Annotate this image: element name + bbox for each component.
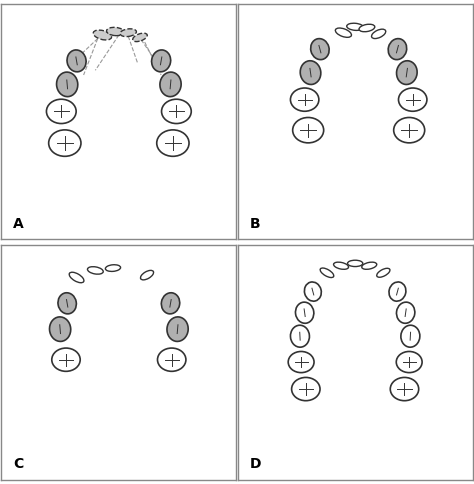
Ellipse shape [133, 33, 147, 42]
Ellipse shape [401, 325, 420, 347]
Ellipse shape [396, 302, 415, 323]
Ellipse shape [157, 348, 186, 371]
Ellipse shape [152, 50, 171, 72]
Ellipse shape [346, 23, 364, 30]
Ellipse shape [310, 39, 329, 60]
Ellipse shape [120, 29, 137, 37]
Ellipse shape [49, 130, 81, 156]
Ellipse shape [389, 282, 406, 301]
Ellipse shape [390, 378, 419, 401]
Ellipse shape [335, 28, 351, 37]
Ellipse shape [377, 268, 390, 277]
Ellipse shape [399, 88, 427, 111]
Ellipse shape [69, 272, 84, 283]
Ellipse shape [347, 260, 363, 267]
Ellipse shape [160, 72, 181, 97]
Ellipse shape [394, 118, 425, 143]
Ellipse shape [359, 24, 375, 32]
Text: D: D [249, 457, 261, 471]
Ellipse shape [320, 268, 334, 277]
Ellipse shape [291, 88, 319, 111]
Ellipse shape [388, 39, 407, 60]
Text: A: A [13, 217, 24, 231]
Ellipse shape [161, 293, 180, 314]
Ellipse shape [162, 99, 191, 123]
Ellipse shape [49, 317, 71, 341]
Ellipse shape [396, 351, 422, 373]
Text: B: B [249, 217, 260, 231]
Ellipse shape [105, 265, 120, 272]
Ellipse shape [157, 130, 189, 156]
Ellipse shape [372, 29, 386, 39]
Ellipse shape [292, 378, 320, 401]
Ellipse shape [288, 351, 314, 373]
Ellipse shape [304, 282, 321, 301]
Ellipse shape [334, 262, 348, 269]
Ellipse shape [295, 302, 314, 323]
Ellipse shape [67, 50, 86, 72]
Ellipse shape [362, 262, 377, 269]
Ellipse shape [140, 271, 154, 280]
Ellipse shape [46, 99, 76, 123]
Ellipse shape [397, 61, 417, 85]
Ellipse shape [107, 27, 124, 36]
Ellipse shape [291, 325, 310, 347]
Text: C: C [13, 457, 23, 471]
Ellipse shape [93, 30, 111, 40]
Ellipse shape [52, 348, 80, 371]
Ellipse shape [58, 293, 76, 314]
Ellipse shape [88, 267, 103, 274]
Ellipse shape [300, 61, 321, 85]
Ellipse shape [167, 317, 188, 341]
Ellipse shape [292, 118, 324, 143]
Ellipse shape [56, 72, 78, 97]
